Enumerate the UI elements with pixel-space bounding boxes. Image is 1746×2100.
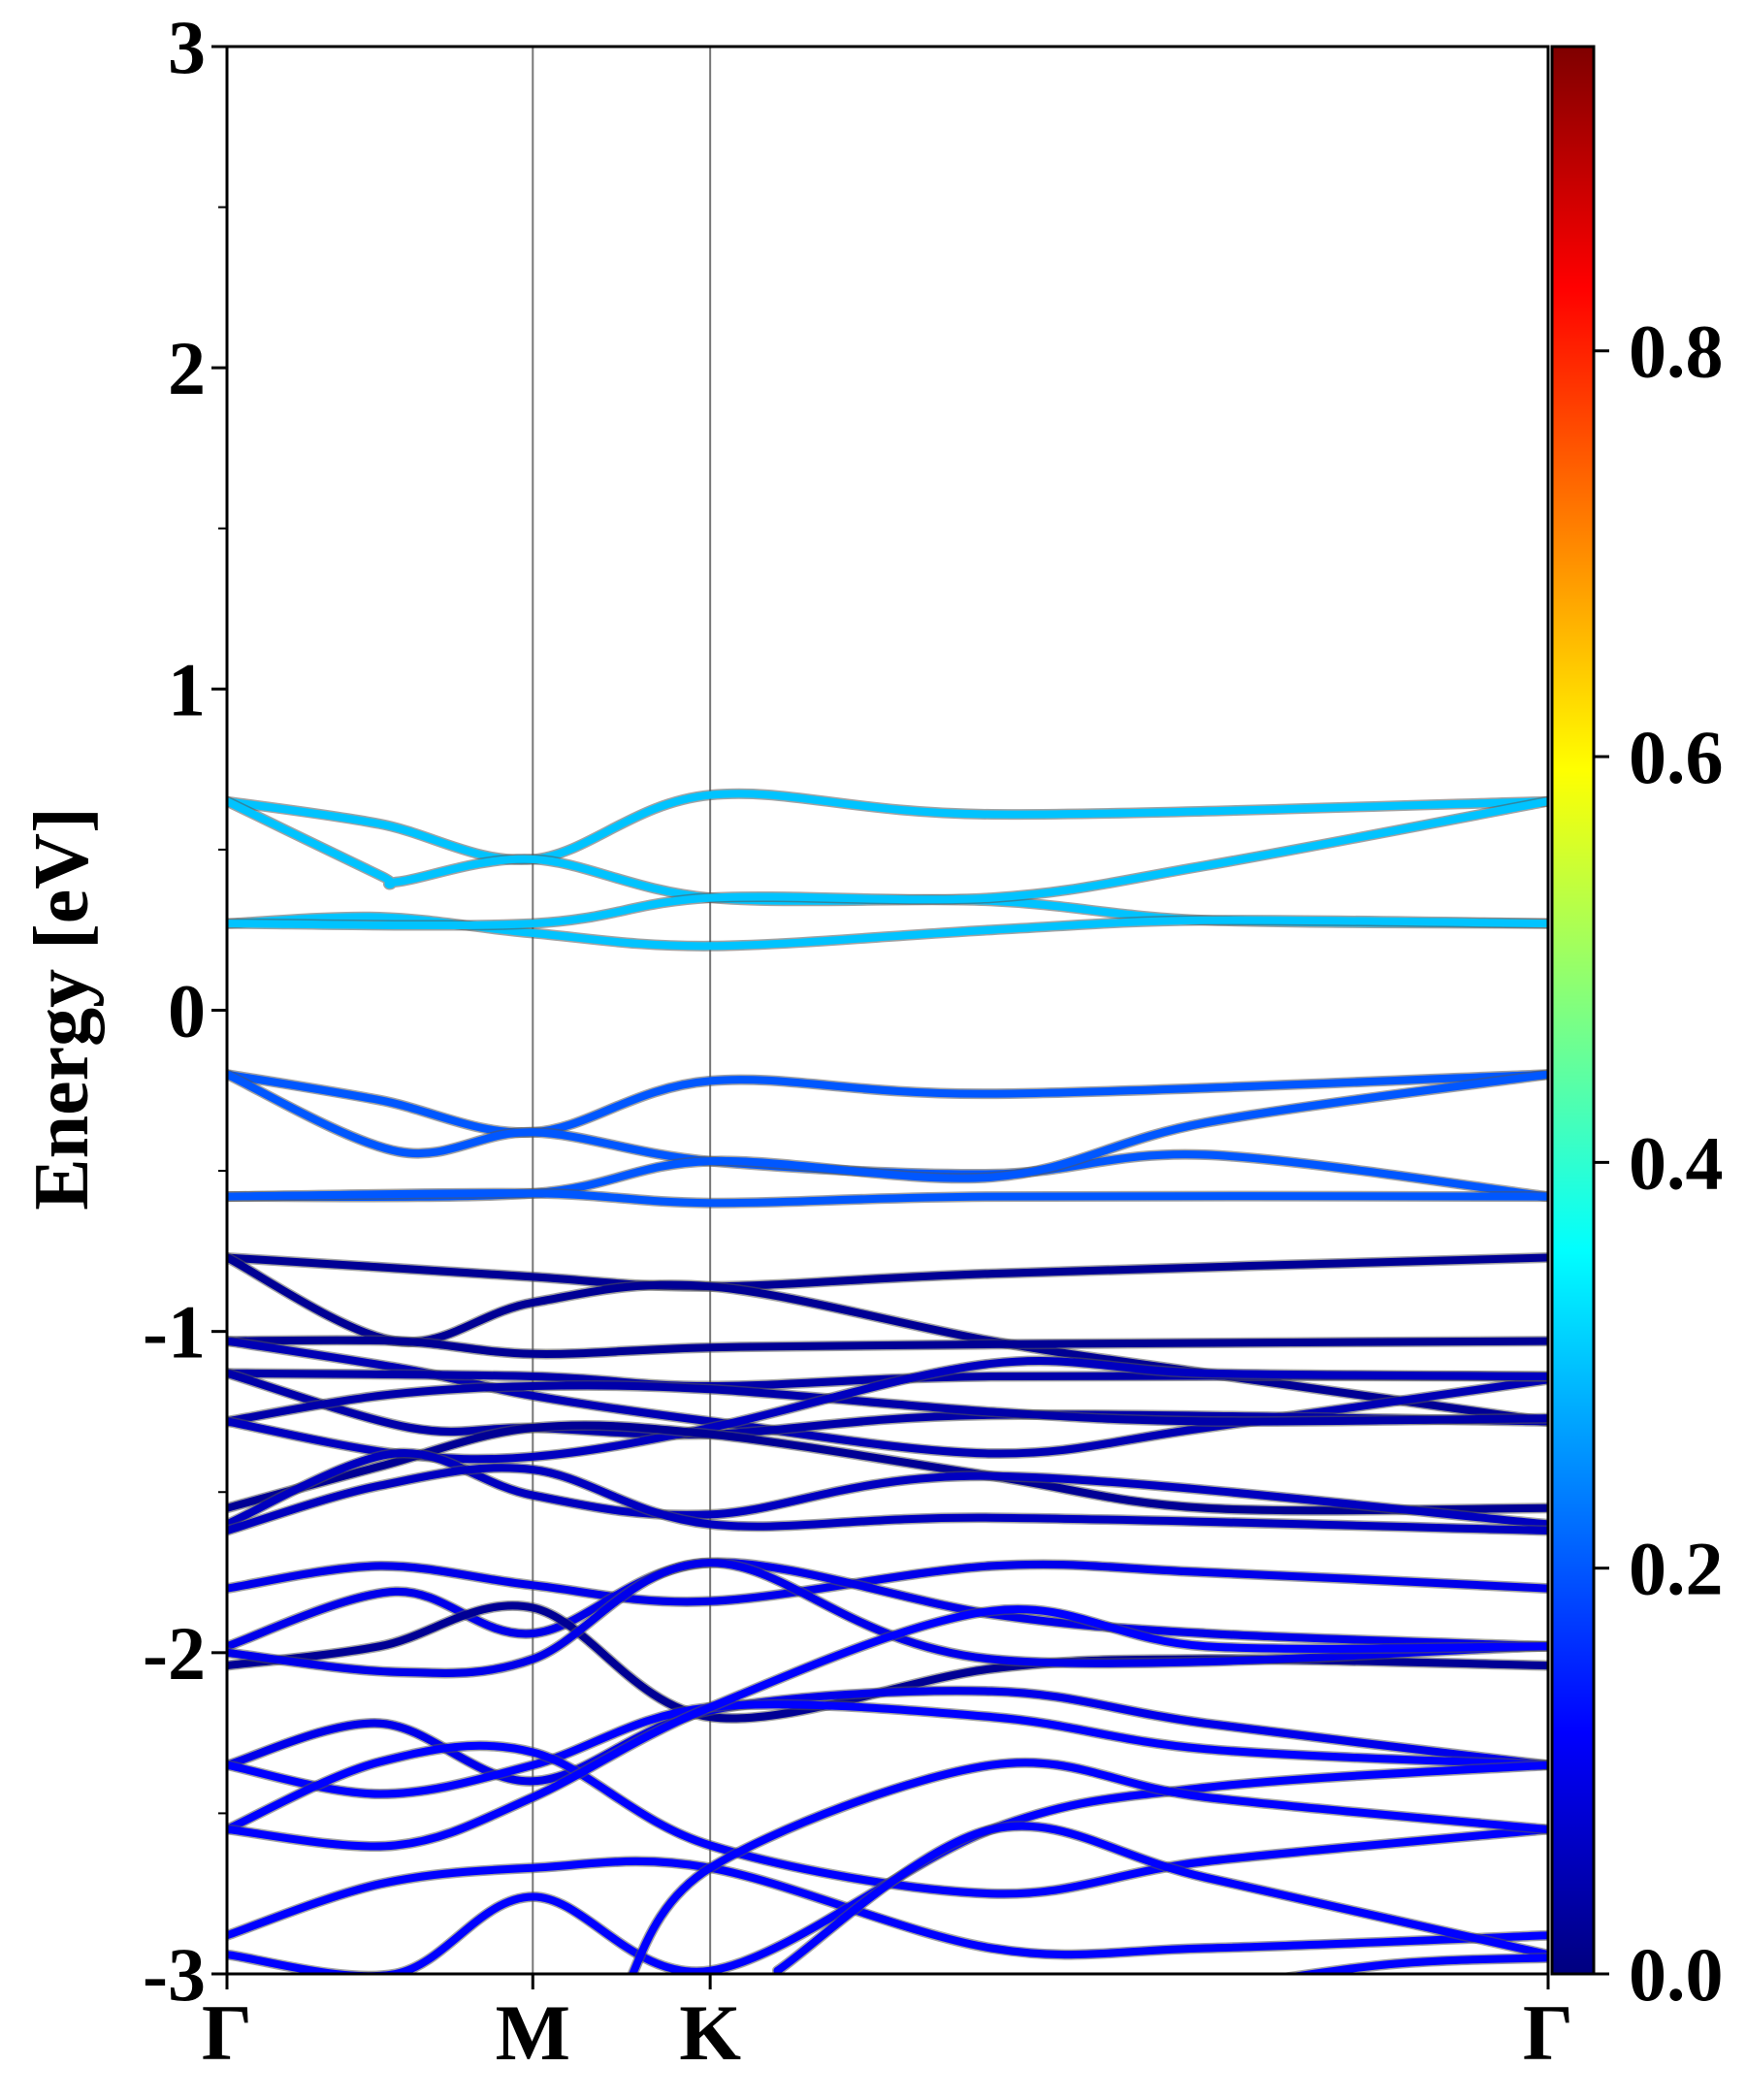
y-tick-label: 0	[168, 969, 206, 1053]
x-tick-label: M	[496, 1988, 570, 2077]
colorbar-tick-label: 0.4	[1629, 1120, 1724, 1205]
high-symmetry-lines	[532, 47, 712, 1974]
band-outline-17	[227, 1419, 1548, 1516]
x-tick-label: Γ	[202, 1988, 252, 2077]
y-axis-ticks: -3 -2 -1 0 1 2 3	[143, 5, 227, 2017]
colorbar-tick-label: 0.8	[1629, 309, 1724, 394]
band-20	[227, 1560, 1548, 1606]
plot-frame	[225, 45, 1550, 1976]
y-tick-label: -1	[143, 1290, 206, 1374]
band-outline-2	[227, 795, 1548, 929]
y-tick-label: 2	[168, 326, 206, 410]
y-tick-label: -3	[143, 1932, 206, 2017]
x-tick-label: K	[679, 1988, 741, 2077]
band-28	[227, 1857, 1548, 1959]
band-23	[227, 1559, 1548, 1677]
colorbar-ticks: 0.0 0.2 0.4 0.6 0.8	[1594, 309, 1724, 2017]
band-15	[227, 1381, 1548, 1426]
y-axis-label: Energy [eV]	[19, 807, 105, 1210]
band-30	[628, 1759, 1548, 1974]
band-4	[227, 797, 1548, 930]
y-tick-label: 3	[168, 5, 206, 89]
colorbar	[1550, 45, 1596, 1976]
y-tick-label: -2	[143, 1611, 206, 1696]
band-25	[227, 1700, 1548, 1798]
colorbar-tick-label: 0.6	[1629, 715, 1724, 799]
band-22	[227, 1601, 1548, 1723]
band-11	[227, 1336, 1548, 1358]
band-19	[227, 1464, 1548, 1535]
band-31	[773, 1822, 1548, 1974]
x-tick-label: Γ	[1523, 1988, 1573, 2077]
band-8	[227, 1189, 1548, 1208]
band-29	[227, 1761, 1548, 1974]
band-26	[227, 1741, 1548, 1898]
band-17	[227, 1421, 1548, 1515]
band-outline-4	[227, 795, 1548, 931]
band-27	[227, 1605, 1548, 1851]
band-18	[227, 1449, 1548, 1529]
band-3	[227, 913, 1548, 951]
band-lines	[227, 788, 1548, 1974]
band-1	[227, 790, 1548, 864]
colorbar-tick-label: 0.0	[1629, 1932, 1724, 2017]
y-tick-label: 1	[168, 647, 206, 731]
band-9	[227, 1253, 1548, 1291]
band-5	[227, 1070, 1548, 1137]
band-21	[227, 1558, 1548, 1651]
band-32	[1285, 1954, 1548, 1974]
colorbar-tick-label: 0.2	[1629, 1527, 1724, 1611]
